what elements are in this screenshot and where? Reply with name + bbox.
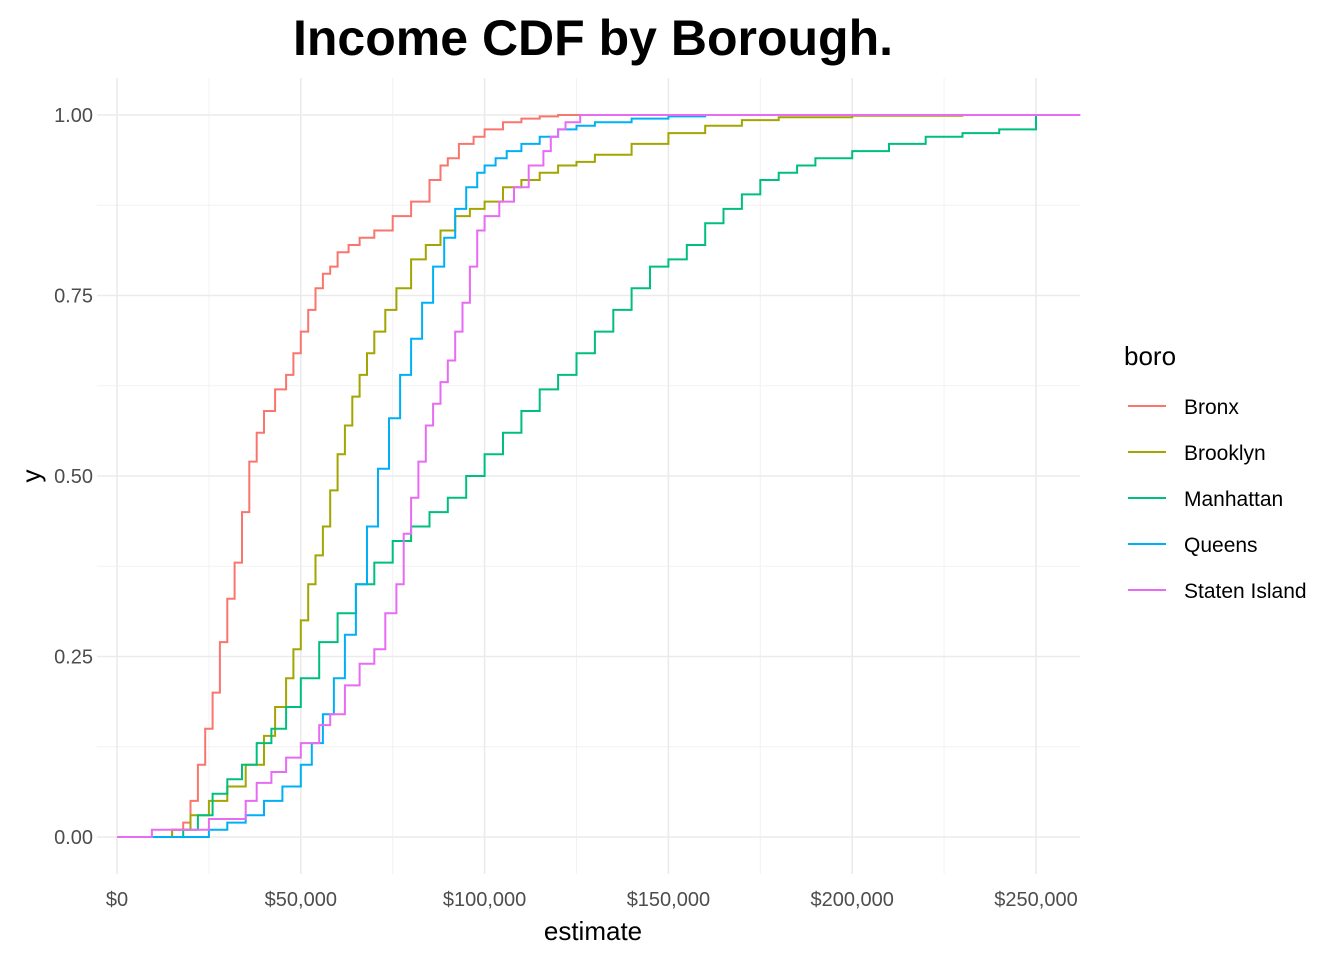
series-lines [117,114,1081,838]
y-tick-label: 0.75 [54,286,93,308]
legend-label-bronx: Bronx [1184,396,1239,419]
x-tick-label: $50,000 [265,889,337,911]
y-tick-label: 1.00 [54,105,93,127]
legend: boro Bronx Brooklyn Manhattan Queens Staten … [1124,341,1307,603]
legend-items: Bronx Brooklyn Manhattan Queens Staten Islan… [1128,396,1307,603]
x-tick-label: $150,000 [627,889,710,911]
series-line-bronx [117,114,1081,838]
y-axis-ticks: 0.00 0.25 0.50 0.75 1.00 [54,105,93,849]
x-tick-label: $0 [106,889,128,911]
major-gridlines [97,78,1080,874]
x-tick-label: $100,000 [443,889,526,911]
series-line-staten-island [117,114,1081,838]
series-line-brooklyn [117,114,1081,838]
legend-label-manhattan: Manhattan [1184,488,1283,511]
chart-title: Income CDF by Borough. [293,10,893,66]
legend-label-brooklyn: Brooklyn [1184,442,1266,465]
x-tick-label: $250,000 [994,889,1077,911]
x-axis-ticks: $0 $50,000 $100,000 $150,000 $200,000 $250,00… [106,889,1078,911]
legend-label-queens: Queens [1184,534,1258,557]
y-tick-label: 0.25 [54,647,93,669]
y-axis-title: y [16,470,46,483]
y-tick-label: 0.00 [54,827,93,849]
y-tick-label: 0.50 [54,466,93,488]
legend-label-staten-island: Staten Island [1184,580,1307,603]
x-tick-label: $200,000 [810,889,893,911]
legend-title: boro [1124,341,1176,371]
x-axis-title: estimate [544,916,642,946]
series-line-manhattan [117,114,1081,838]
